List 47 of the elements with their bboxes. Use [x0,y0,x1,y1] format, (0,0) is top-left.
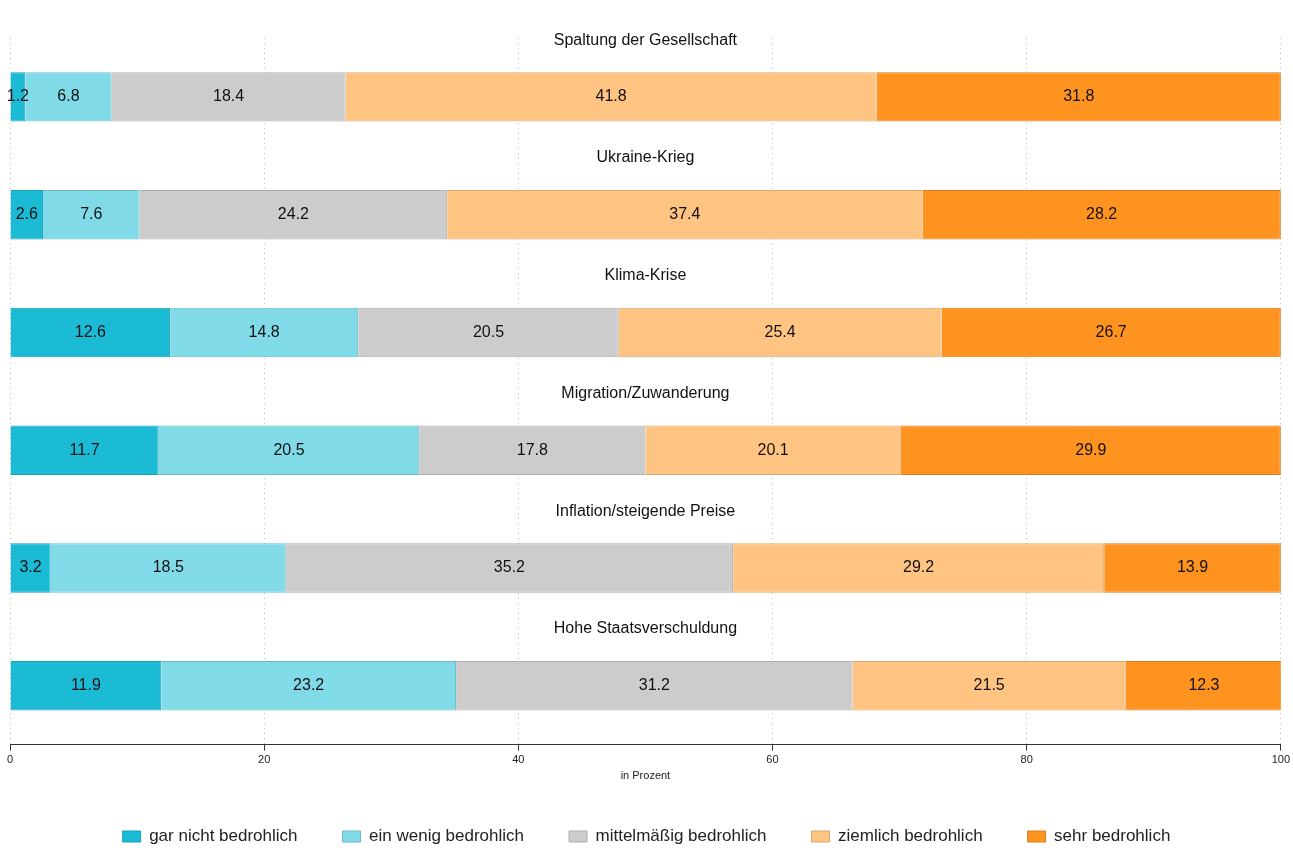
data-label: 24.2 [277,205,310,223]
data-label: 20.5 [273,440,305,458]
y-tick-label: Klima-Krise [604,266,687,284]
y-tick-label: Inflation/steigende Preise [555,501,736,519]
data-label: 11.9 [70,676,101,694]
data-label: 7.6 [80,205,103,223]
x-axis-title: in Prozent [620,769,671,782]
x-tick-label: 40 [512,753,525,766]
data-label: 21.5 [973,676,1005,694]
data-label: 29.2 [903,558,935,576]
data-label: 26.7 [1095,322,1127,340]
data-label: 17.8 [516,440,548,458]
data-label: 29.9 [1075,440,1107,458]
data-label: 3.2 [19,558,42,576]
y-tick-label: Migration/Zuwanderung [561,383,730,401]
data-label: 20.1 [757,440,789,458]
x-tick-label: 60 [766,753,779,766]
data-label: 2.6 [15,205,38,223]
legend-label: ein wenig bedrohlich [369,826,525,846]
data-label: 18.5 [152,558,184,576]
data-label: 6.8 [57,87,80,105]
data-label: 35.2 [493,558,526,576]
data-label: 31.2 [638,676,670,694]
y-tick-label: Hohe Staatsverschuldung [553,619,738,637]
data-label: 12.6 [74,322,106,340]
data-label: 31.8 [1063,87,1095,105]
legend-label: mittelmäßig bedrohlich [595,826,767,846]
legend-label: gar nicht bedrohlich [149,826,298,846]
data-label: 25.4 [764,322,796,340]
data-label: 28.2 [1086,205,1118,223]
data-label: 41.8 [595,87,627,105]
data-label: 14.8 [248,322,280,340]
x-tick-label: 100 [1271,753,1290,766]
x-tick-label: 20 [258,753,271,766]
data-label: 20.5 [472,322,505,340]
legend-label: ziemlich bedrohlich [838,826,983,846]
data-label: 18.4 [213,87,245,105]
x-tick-label: 80 [1020,753,1033,766]
data-label: 12.3 [1188,676,1220,694]
legend-label: sehr bedrohlich [1054,826,1171,846]
data-label: 11.7 [69,440,100,458]
data-label: 13.9 [1176,558,1209,576]
y-tick-label: Ukraine-Krieg [596,148,695,166]
x-tick-label: 0 [6,753,14,766]
y-tick-label: Spaltung der Gesellschaft [553,30,738,48]
data-label: 37.4 [669,205,701,223]
data-label: 23.2 [293,676,325,694]
